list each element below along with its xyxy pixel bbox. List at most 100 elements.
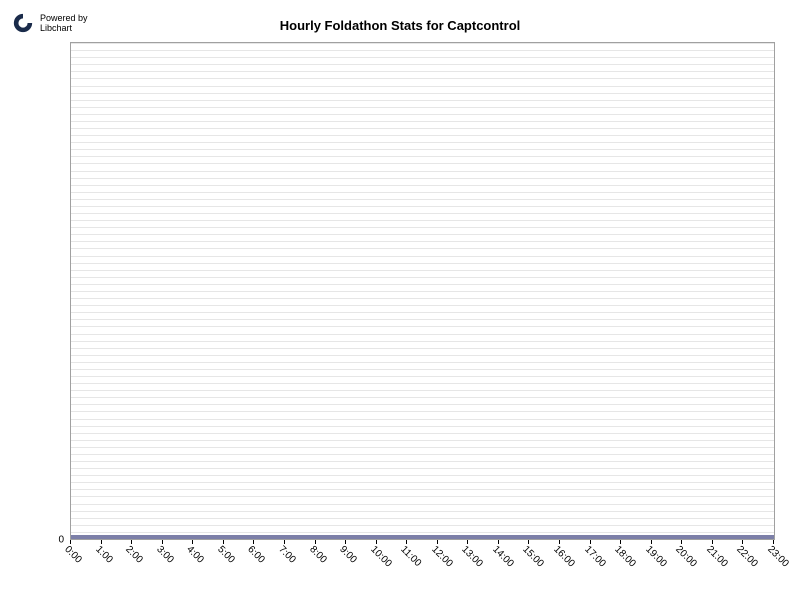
gridline	[71, 128, 774, 129]
gridline	[71, 149, 774, 150]
gridline	[71, 291, 774, 292]
x-tick-mark	[467, 540, 468, 544]
x-tick-label: 4:00	[184, 544, 206, 566]
gridline	[71, 256, 774, 257]
chart-container: Powered by Libchart Hourly Foldathon Sta…	[0, 0, 800, 600]
gridline	[71, 404, 774, 405]
x-tick-label: 20:00	[674, 544, 699, 569]
gridline	[71, 121, 774, 122]
gridline	[71, 475, 774, 476]
gridline	[71, 390, 774, 391]
gridline	[71, 468, 774, 469]
gridline	[71, 263, 774, 264]
x-tick-label: 11:00	[398, 544, 423, 569]
x-tick-label: 3:00	[154, 544, 176, 566]
gridline	[71, 355, 774, 356]
x-tick-label: 22:00	[735, 544, 760, 569]
x-tick-label: 21:00	[704, 544, 729, 569]
gridline	[71, 213, 774, 214]
gridline	[71, 156, 774, 157]
x-tick-label: 0:00	[62, 544, 84, 566]
x-axis-bar	[71, 535, 774, 539]
gridline	[71, 178, 774, 179]
x-tick-label: 14:00	[490, 544, 515, 569]
x-tick-mark	[253, 540, 254, 544]
gridline	[71, 192, 774, 193]
gridline	[71, 270, 774, 271]
gridline	[71, 326, 774, 327]
gridline	[71, 171, 774, 172]
plot-background	[70, 42, 775, 540]
x-tick-label: 19:00	[643, 544, 668, 569]
x-tick-mark	[681, 540, 682, 544]
x-tick-mark	[528, 540, 529, 544]
gridline	[71, 348, 774, 349]
gridline	[71, 220, 774, 221]
gridline	[71, 71, 774, 72]
gridline	[71, 185, 774, 186]
x-tick-mark	[192, 540, 193, 544]
gridline	[71, 525, 774, 526]
gridline	[71, 433, 774, 434]
gridline	[71, 64, 774, 65]
gridline	[71, 93, 774, 94]
gridline	[71, 539, 774, 540]
gridline	[71, 298, 774, 299]
gridline	[71, 57, 774, 58]
gridline	[71, 369, 774, 370]
gridline	[71, 100, 774, 101]
x-tick-label: 23:00	[765, 544, 790, 569]
x-tick-mark	[742, 540, 743, 544]
gridline	[71, 206, 774, 207]
gridline	[71, 107, 774, 108]
gridline	[71, 234, 774, 235]
gridline	[71, 426, 774, 427]
gridline	[71, 411, 774, 412]
gridline	[71, 496, 774, 497]
x-tick-label: 8:00	[307, 544, 329, 566]
gridline	[71, 334, 774, 335]
gridline	[71, 341, 774, 342]
x-tick-label: 18:00	[612, 544, 637, 569]
gridline	[71, 319, 774, 320]
x-tick-label: 6:00	[246, 544, 268, 566]
x-tick-label: 1:00	[93, 544, 115, 566]
gridline	[71, 86, 774, 87]
gridline	[71, 489, 774, 490]
gridline	[71, 284, 774, 285]
gridline	[71, 163, 774, 164]
gridline	[71, 376, 774, 377]
gridline	[71, 518, 774, 519]
gridline	[71, 50, 774, 51]
x-tick-label: 13:00	[460, 544, 485, 569]
gridline	[71, 419, 774, 420]
gridline	[71, 454, 774, 455]
plot-area: 0 0:001:002:003:004:005:006:007:008:009:…	[70, 42, 775, 540]
gridline	[71, 383, 774, 384]
gridline	[71, 114, 774, 115]
y-tick-label: 0	[58, 535, 64, 546]
x-tick-label: 7:00	[276, 544, 298, 566]
chart-title: Hourly Foldathon Stats for Captcontrol	[0, 18, 800, 33]
gridline	[71, 142, 774, 143]
x-tick-label: 2:00	[123, 544, 145, 566]
gridline	[71, 277, 774, 278]
gridline	[71, 43, 774, 44]
gridline	[71, 227, 774, 228]
gridline	[71, 511, 774, 512]
gridline	[71, 397, 774, 398]
x-tick-label: 5:00	[215, 544, 237, 566]
gridline	[71, 482, 774, 483]
x-tick-label: 16:00	[551, 544, 576, 569]
x-tick-label: 17:00	[582, 544, 607, 569]
gridline	[71, 461, 774, 462]
x-tick-label: 10:00	[368, 544, 393, 569]
gridline	[71, 504, 774, 505]
gridline	[71, 241, 774, 242]
gridline	[71, 447, 774, 448]
gridline	[71, 305, 774, 306]
gridline	[71, 135, 774, 136]
x-tick-label: 12:00	[429, 544, 454, 569]
x-tick-label: 15:00	[521, 544, 546, 569]
gridline	[71, 440, 774, 441]
